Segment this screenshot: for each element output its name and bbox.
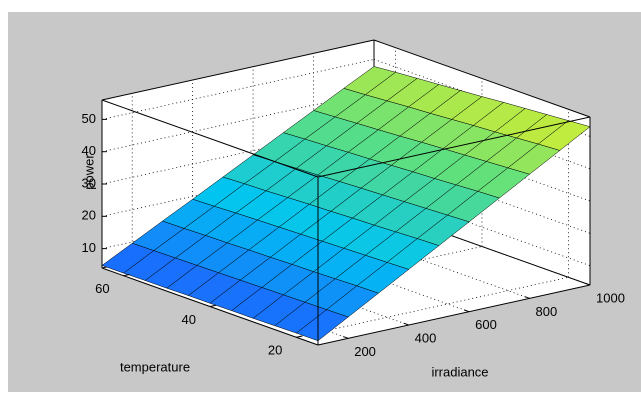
z-tick-label: 30 xyxy=(82,175,96,190)
axes-edge xyxy=(317,284,591,346)
x-tick xyxy=(463,309,470,313)
y-tick-label: 40 xyxy=(182,312,196,327)
x-axis-label: irradiance xyxy=(431,364,488,379)
z-tick-label: 40 xyxy=(82,143,96,158)
surface-cell xyxy=(295,309,349,342)
x-tick-label: 400 xyxy=(415,330,437,345)
y-tick-label: 20 xyxy=(268,343,282,358)
axes-edge xyxy=(101,39,375,101)
z-tick-label: 50 xyxy=(82,111,96,126)
z-axis-label: power xyxy=(81,154,96,190)
y-tick xyxy=(296,335,303,338)
y-tick-label: 60 xyxy=(95,281,109,296)
x-tick-label: 200 xyxy=(354,344,376,359)
y-tick xyxy=(123,273,130,277)
x-tick xyxy=(403,322,409,326)
grid-line xyxy=(296,276,569,338)
y-axis-label: temperature xyxy=(120,359,190,374)
x-tick-label: 600 xyxy=(475,317,497,332)
x-tick-label: 1000 xyxy=(596,290,625,305)
y-tick xyxy=(209,304,217,307)
axes-edge xyxy=(317,116,591,178)
grid-line xyxy=(101,58,375,120)
z-tick-label: 10 xyxy=(82,240,96,255)
grid-line xyxy=(209,246,483,307)
axes-edge xyxy=(101,99,319,178)
x-tick xyxy=(343,336,349,339)
x-tick xyxy=(524,296,530,299)
z-tick-label: 20 xyxy=(82,208,96,223)
axes-edge xyxy=(373,39,591,118)
x-tick-label: 800 xyxy=(536,304,558,319)
x-tick xyxy=(584,282,591,286)
